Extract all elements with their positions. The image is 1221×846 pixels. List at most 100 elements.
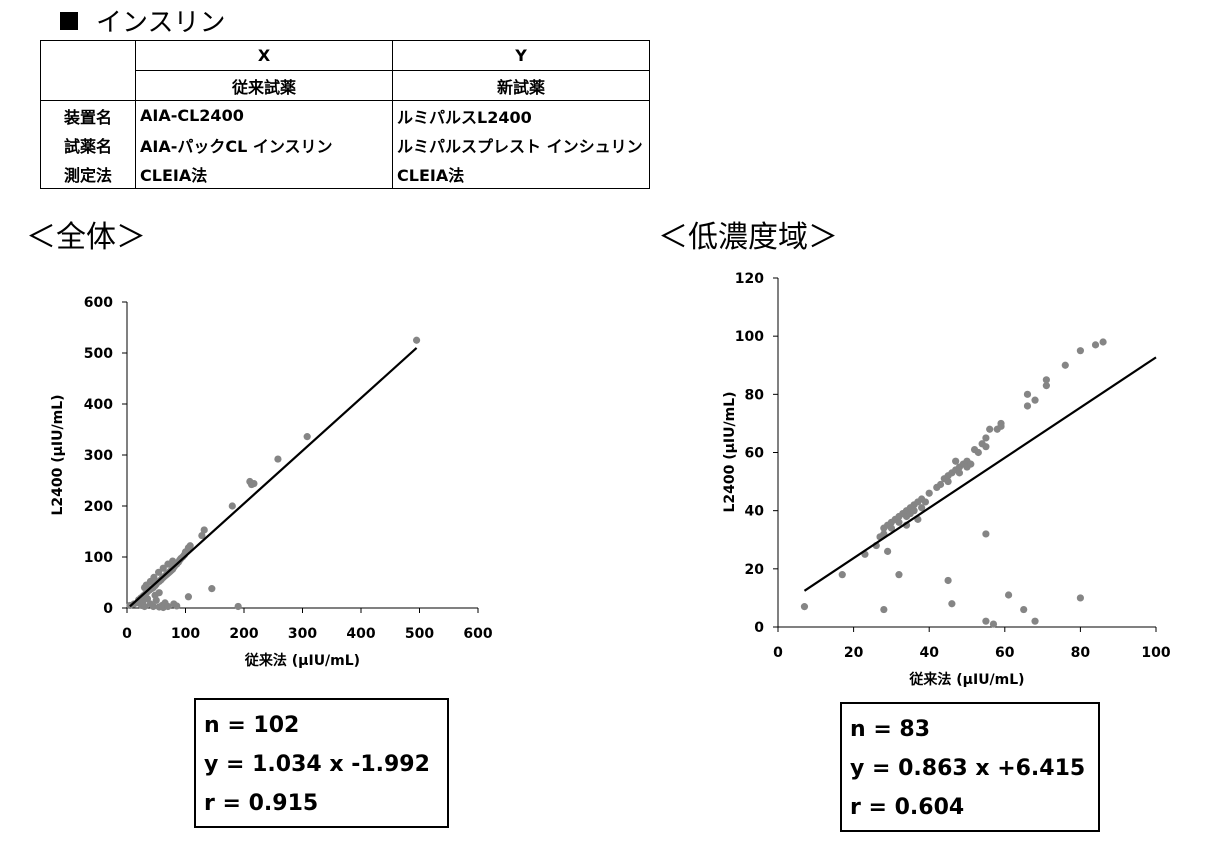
data-point: [921, 498, 930, 506]
x-axis-label: 従来法 (μIU/mL): [908, 671, 1024, 688]
y-axis-label: L2400 (μIU/mL): [722, 391, 738, 512]
spec-table: X Y 従来試薬 新試薬 装置名 AIA-CL2400 ルミパルスL2400 試…: [40, 40, 650, 189]
cell-y: ルミパルスプレスト インシュリン: [392, 130, 650, 159]
y-tick-label: 0: [103, 601, 113, 617]
page-heading: インスリン: [60, 2, 225, 39]
data-point: [948, 600, 956, 608]
x-tick-label: 0: [773, 645, 783, 661]
data-point: [982, 530, 990, 538]
data-point: [895, 518, 903, 526]
y-tick-label: 100: [735, 329, 764, 345]
data-point: [139, 598, 147, 606]
data-point: [1076, 347, 1084, 355]
data-point: [1061, 361, 1069, 369]
data-point: [986, 425, 994, 433]
stat-equation: y = 0.863 x +6.415: [850, 756, 1086, 781]
stat-r: r = 0.915: [204, 791, 319, 816]
table-row: 測定法 CLEIA法 CLEIA法: [40, 159, 650, 189]
data-point: [1023, 402, 1032, 410]
x-tick-label: 600: [463, 626, 492, 642]
data-point: [910, 507, 918, 515]
data-point: [150, 573, 158, 582]
x-tick-label: 500: [405, 626, 434, 642]
y-tick-label: 500: [84, 346, 113, 362]
data-point: [274, 455, 282, 463]
y-tick-label: 80: [745, 387, 765, 403]
section-title-low-range: ＜低濃度域＞: [658, 220, 838, 255]
cell-x: CLEIA法: [135, 159, 393, 189]
table-row: 試薬名 AIA-パックCL インスリン ルミパルスプレスト インシュリン: [40, 130, 650, 159]
data-point: [1042, 376, 1050, 384]
y-axis-label: L2400 (μIU/mL): [50, 394, 66, 515]
table-corner-lower: [40, 70, 136, 101]
row-label: 測定法: [40, 159, 136, 189]
col-sub-y: 新試薬: [392, 70, 650, 101]
x-axis-label: 従来法 (μIU/mL): [244, 652, 360, 669]
stat-n: n = 102: [204, 713, 300, 738]
data-point: [982, 434, 990, 442]
data-point: [173, 602, 181, 610]
stats-box-low-range: n = 83 y = 0.863 x +6.415 r = 0.604: [840, 702, 1100, 832]
data-point: [936, 480, 945, 489]
data-point: [944, 576, 952, 585]
data-point: [967, 460, 975, 468]
data-point: [1031, 617, 1039, 625]
data-point: [895, 571, 903, 579]
cell-x: AIA-パックCL インスリン: [135, 130, 393, 159]
regression-line: [129, 347, 418, 608]
cell-y: CLEIA法: [392, 159, 650, 189]
section-title-overall: ＜全体＞: [26, 220, 146, 255]
data-point: [925, 489, 933, 497]
y-tick-label: 40: [745, 504, 765, 520]
heading-text: インスリン: [96, 8, 226, 38]
y-tick-label: 100: [84, 550, 113, 566]
y-tick-label: 20: [745, 562, 765, 578]
data-point: [955, 469, 964, 477]
col-sub-x: 従来試薬: [135, 70, 393, 101]
y-tick-label: 400: [84, 397, 113, 413]
row-label: 装置名: [40, 100, 136, 130]
data-point: [982, 443, 990, 451]
data-point: [412, 336, 421, 344]
data-point: [154, 568, 163, 576]
stats-box-overall: n = 102 y = 1.034 x -1.992 r = 0.915: [194, 698, 449, 828]
data-point: [151, 591, 159, 599]
data-point: [918, 504, 926, 512]
y-tick-label: 300: [84, 448, 113, 464]
data-point: [997, 422, 1005, 430]
x-tick-label: 100: [1141, 645, 1170, 661]
data-point: [1004, 591, 1013, 599]
x-tick-label: 200: [229, 626, 258, 642]
data-point: [1020, 605, 1028, 614]
y-tick-label: 60: [745, 446, 765, 462]
data-point: [149, 602, 157, 611]
data-point: [982, 617, 990, 625]
data-point: [1031, 396, 1039, 404]
table-row: 装置名 AIA-CL2400 ルミパルスL2400: [40, 100, 650, 130]
data-point: [250, 479, 258, 488]
data-point: [198, 531, 206, 540]
x-tick-label: 0: [122, 626, 132, 642]
data-point: [989, 620, 998, 628]
data-point: [1023, 390, 1032, 398]
stat-n: n = 83: [850, 717, 931, 742]
data-point: [884, 547, 892, 555]
data-point: [880, 605, 888, 614]
x-tick-label: 80: [1071, 645, 1091, 661]
data-point: [228, 502, 236, 510]
data-point: [1042, 382, 1050, 390]
data-point: [234, 602, 242, 611]
data-point: [169, 557, 177, 565]
data-point: [200, 526, 208, 534]
y-tick-label: 120: [735, 271, 764, 287]
data-point: [944, 477, 952, 486]
x-tick-label: 100: [171, 626, 200, 642]
data-point: [1091, 341, 1100, 349]
data-point: [164, 602, 172, 611]
data-point: [1076, 594, 1084, 602]
data-point: [800, 603, 809, 611]
cell-x: AIA-CL2400: [135, 100, 393, 130]
square-bullet-icon: [60, 12, 78, 30]
x-tick-label: 20: [844, 645, 864, 661]
